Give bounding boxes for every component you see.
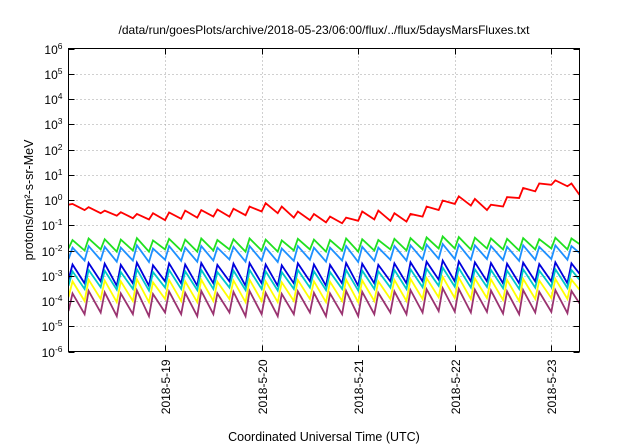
y-tick-label: 105 xyxy=(44,66,62,82)
y-tick-label: 10-5 xyxy=(42,318,63,334)
series-line-3 xyxy=(68,242,580,265)
y-tick-label: 102 xyxy=(44,142,62,158)
series-line-7 xyxy=(68,285,580,320)
chart-title: /data/run/goesPlots/archive/2018-05-23/0… xyxy=(119,23,531,37)
y-tick-label: 10-1 xyxy=(42,217,63,233)
y-tick-label-base: 10 xyxy=(44,68,58,82)
x-tick-labels: 2018-5-19 2018-5-20 2018-5-21 2018-5-22 2018… xyxy=(159,359,559,414)
x-tick-label: 2018-5-23 xyxy=(545,359,559,414)
y-tick-label-exponent: -6 xyxy=(55,344,63,354)
y-tick-label: 10-3 xyxy=(42,268,63,284)
y-tick-label-base: 10 xyxy=(44,144,58,158)
y-tick-label: 101 xyxy=(44,167,62,183)
y-tick-label-base: 10 xyxy=(42,270,56,284)
y-axis-label: protons/cm²-s-sr-MeV xyxy=(22,139,36,261)
y-tick-label: 106 xyxy=(44,41,62,57)
x-axis-label: Coordinated Universal Time (UTC) xyxy=(228,430,420,444)
y-tick-label-exponent: 1 xyxy=(58,167,63,177)
x-tick-label: 2018-5-22 xyxy=(449,359,463,414)
y-tick-label-exponent: -4 xyxy=(55,293,63,303)
y-tick-label-base: 10 xyxy=(44,194,58,208)
y-tick-label-base: 10 xyxy=(44,93,58,107)
y-tick-label: 100 xyxy=(44,192,62,208)
series-line-5 xyxy=(68,265,580,294)
y-tick-label-base: 10 xyxy=(42,320,56,334)
y-tick-label-exponent: 3 xyxy=(58,116,63,126)
y-tick-label-exponent: 5 xyxy=(58,66,63,76)
plot-border xyxy=(68,48,580,352)
y-tick-label-exponent: -1 xyxy=(55,217,63,227)
y-tick-label-exponent: -2 xyxy=(55,243,63,253)
y-tick-label-exponent: 4 xyxy=(58,91,63,101)
series-line-6 xyxy=(68,274,580,305)
series-line-1 xyxy=(68,179,580,225)
y-tick-label: 104 xyxy=(44,91,62,107)
tick-marks xyxy=(68,48,580,353)
y-tick-label-base: 10 xyxy=(44,43,58,57)
y-tick-label-base: 10 xyxy=(42,346,56,360)
series-line-2 xyxy=(68,234,580,254)
y-tick-label-base: 10 xyxy=(44,169,58,183)
x-tick-label: 2018-5-21 xyxy=(352,359,366,414)
x-tick-label: 2018-5-19 xyxy=(159,359,173,414)
x-tick-label: 2018-5-20 xyxy=(256,359,270,414)
y-tick-labels: 10610510410310210110010-110-210-310-410-… xyxy=(42,41,63,360)
y-tick-label-base: 10 xyxy=(42,219,56,233)
y-tick-label-base: 10 xyxy=(44,118,58,132)
series-group xyxy=(68,179,580,320)
y-tick-label: 10-6 xyxy=(42,344,63,360)
y-tick-label: 103 xyxy=(44,116,62,132)
y-tick-label-exponent: -5 xyxy=(55,318,63,328)
y-tick-label-exponent: 6 xyxy=(58,41,63,51)
y-tick-label-base: 10 xyxy=(42,295,56,309)
y-tick-label: 10-2 xyxy=(42,243,63,259)
y-tick-label-base: 10 xyxy=(42,245,56,259)
series-line-4 xyxy=(68,258,580,289)
y-tick-label-exponent: -3 xyxy=(55,268,63,278)
y-tick-label-exponent: 0 xyxy=(58,192,63,202)
y-tick-label-exponent: 2 xyxy=(58,142,63,152)
y-tick-label: 10-4 xyxy=(42,293,63,309)
